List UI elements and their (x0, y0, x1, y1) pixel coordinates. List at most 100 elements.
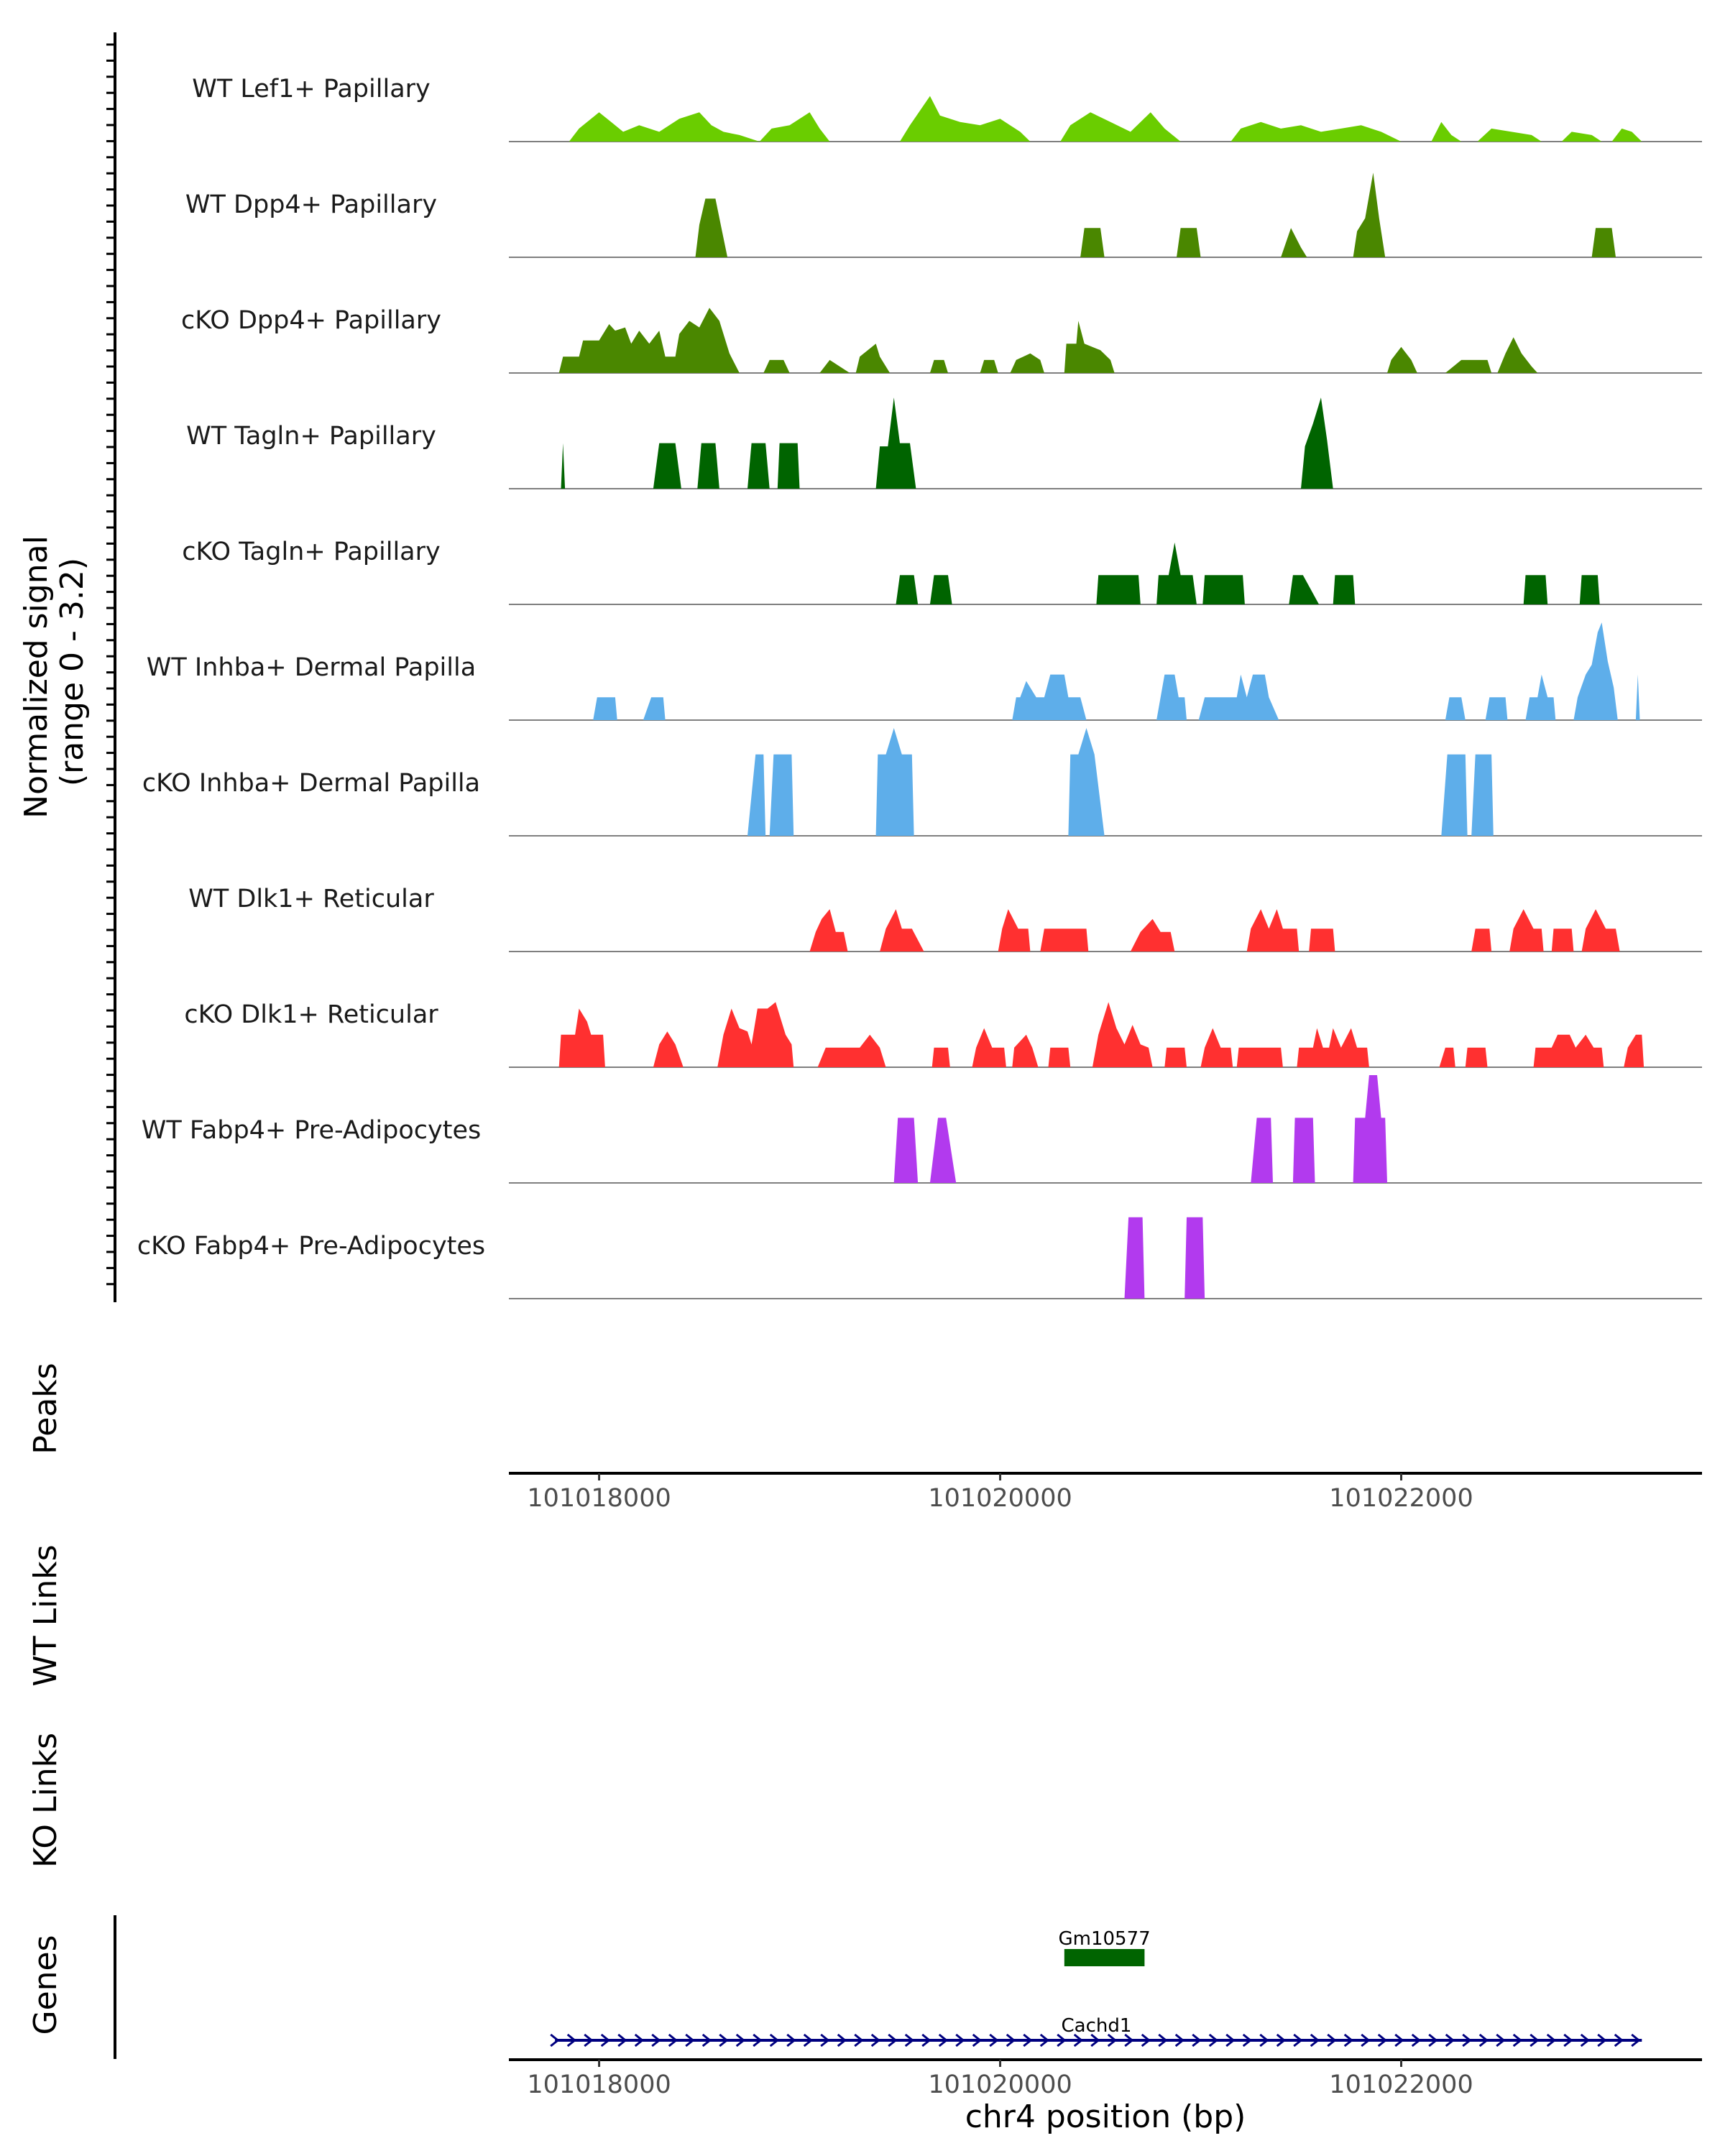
strand-arrow (1259, 2033, 1269, 2047)
coverage-area (717, 1002, 794, 1067)
coverage-area (1465, 1047, 1488, 1067)
coverage-area (1246, 909, 1300, 952)
strand-arrow (1090, 2033, 1100, 2047)
coverage-track: cKO Inhba+ Dermal Papilla (142, 728, 1702, 837)
coverage-area (1439, 1047, 1455, 1067)
strand-arrow (989, 2033, 999, 2047)
coverage-area (759, 112, 830, 142)
gene-label: Cachd1 (1061, 2015, 1131, 2037)
coverage-area (569, 112, 760, 142)
x-tick-label: 101020000 (928, 1484, 1072, 1513)
coverage-area (643, 697, 666, 720)
coverage-area (695, 198, 728, 257)
coverage-area (561, 443, 566, 489)
coverage-area (1591, 228, 1616, 257)
strand-arrow (584, 2033, 594, 2047)
coverage-area (1130, 918, 1175, 952)
coverage-area (1292, 1118, 1315, 1183)
strand-arrow (1242, 2033, 1253, 2047)
track-label: WT Fabp4+ Pre-Adipocytes (142, 1116, 481, 1145)
strand-arrow (786, 2033, 796, 2047)
strand-arrow (1394, 2033, 1404, 2047)
coverage-ylabel: Normalized signal (range 0 - 3.2) (18, 525, 91, 819)
coverage-area (1441, 754, 1468, 836)
coverage-track: WT Lef1+ Papillary (192, 75, 1702, 142)
strand-arrow (668, 2033, 678, 2047)
track-label: WT Inhba+ Dermal Papilla (147, 653, 476, 682)
strand-arrow (735, 2033, 746, 2047)
links-panel: WT Links KO Links (27, 1544, 64, 1868)
wt-links-label: WT Links (27, 1544, 64, 1686)
coverage-area (893, 1118, 919, 1183)
coverage-area (1164, 1047, 1187, 1067)
coverage-area (1445, 697, 1466, 720)
coverage-area (875, 397, 916, 489)
coverage-area (1010, 353, 1044, 373)
coverage-area (929, 1118, 957, 1183)
coverage-area (777, 443, 800, 489)
coverage-area (1533, 1034, 1604, 1067)
coverage-area (1080, 228, 1105, 257)
strand-arrow (719, 2033, 729, 2047)
coverage-area (1477, 128, 1542, 142)
strand-arrow (1580, 2033, 1591, 2047)
coverage-area (1509, 909, 1544, 952)
strand-arrow (1512, 2033, 1523, 2047)
coverage-area (1624, 1034, 1644, 1067)
peaks-x-ticks: 101018000 101020000 101022000 (527, 1473, 1473, 1513)
coverage-y-ticks (106, 43, 115, 1286)
coverage-area (1202, 575, 1245, 604)
coverage-area (1431, 121, 1462, 142)
coverage-area (1156, 674, 1187, 720)
coverage-area (1497, 337, 1538, 373)
strand-arrow (1361, 2033, 1371, 2047)
strand-arrow (820, 2033, 830, 2047)
coverage-area (748, 443, 770, 489)
strand-arrow (904, 2033, 915, 2047)
track-label: cKO Fabp4+ Pre-Adipocytes (137, 1232, 485, 1261)
strand-arrow (634, 2033, 645, 2047)
coverage-area (972, 1028, 1006, 1067)
coverage-area (1635, 674, 1640, 720)
x-tick-label: 101018000 (527, 1484, 671, 1513)
track-label: cKO Dpp4+ Papillary (181, 306, 441, 335)
peaks-panel: Peaks 101018000 101020000 101022000 (27, 1363, 1702, 1513)
x-tick-label: 101020000 (928, 2070, 1072, 2099)
coverage-area (558, 1008, 605, 1067)
coverage-area (1581, 909, 1620, 952)
strand-arrow (769, 2033, 780, 2047)
strand-arrow (1428, 2033, 1438, 2047)
strand-arrow (1411, 2033, 1422, 2047)
coverage-area (998, 909, 1031, 952)
coverage-area (1068, 728, 1105, 836)
coverage-area (1092, 1002, 1153, 1067)
coverage-area (855, 344, 891, 373)
coverage-track: WT Fabp4+ Pre-Adipocytes (142, 1075, 1702, 1184)
coverage-tracks: WT Lef1+ Papillary WT Dpp4+ Papillary cKO … (137, 75, 1702, 1299)
coverage-area (1573, 622, 1618, 720)
coverage-area (900, 96, 1031, 142)
strand-arrow (1563, 2033, 1573, 2047)
coverage-area (929, 359, 948, 373)
ko-links-label: KO Links (27, 1733, 64, 1868)
coverage-area (1281, 228, 1307, 257)
coverage-area (1012, 1034, 1039, 1067)
coverage-area (748, 754, 766, 836)
coverage-area (1177, 228, 1201, 257)
coverage-panel: Normalized signal (range 0 - 3.2) WT Lef… (18, 32, 1702, 1302)
strand-arrow (685, 2033, 695, 2047)
strand-arrow (1327, 2033, 1337, 2047)
x-tick-label: 101018000 (527, 2070, 671, 2099)
strand-arrow (1107, 2033, 1118, 2047)
coverage-area (1012, 674, 1087, 720)
strand-arrow (1192, 2033, 1202, 2047)
coverage-track: cKO Dpp4+ Papillary (181, 306, 1702, 374)
coverage-track: WT Tagln+ Papillary (186, 397, 1702, 489)
coverage-area (653, 443, 681, 489)
coverage-area (1048, 1047, 1071, 1067)
genes-x-ticks: 101018000 101020000 101022000 (527, 2060, 1473, 2099)
coverage-area (1289, 575, 1320, 604)
strand-arrow (1039, 2033, 1050, 2047)
strand-arrow (1530, 2033, 1540, 2047)
coverage-area (1551, 929, 1574, 952)
